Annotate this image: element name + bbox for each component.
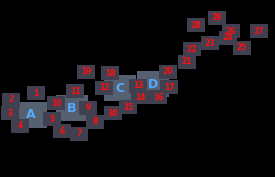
Text: 22: 22 [187, 44, 197, 53]
Text: 30: 30 [108, 109, 118, 118]
Text: 9: 9 [85, 104, 91, 113]
FancyBboxPatch shape [43, 112, 61, 126]
FancyBboxPatch shape [15, 102, 47, 128]
FancyBboxPatch shape [11, 119, 29, 133]
FancyBboxPatch shape [53, 124, 71, 138]
Text: 13: 13 [133, 81, 143, 90]
Text: 28: 28 [191, 21, 201, 30]
Text: 18: 18 [105, 68, 115, 78]
Text: 10: 10 [51, 98, 61, 107]
Text: 11: 11 [70, 87, 80, 96]
FancyBboxPatch shape [129, 79, 147, 93]
FancyBboxPatch shape [95, 81, 113, 95]
FancyBboxPatch shape [47, 96, 65, 110]
Text: D: D [148, 78, 158, 90]
FancyBboxPatch shape [1, 106, 19, 120]
Text: 26: 26 [226, 27, 236, 36]
Text: 12: 12 [99, 84, 109, 93]
Text: B: B [67, 101, 77, 115]
FancyBboxPatch shape [119, 100, 137, 114]
Text: 8: 8 [92, 118, 98, 127]
FancyBboxPatch shape [2, 93, 20, 107]
Text: 5: 5 [50, 115, 54, 124]
Text: 2: 2 [8, 96, 14, 104]
Text: 24: 24 [223, 33, 233, 42]
Text: 21: 21 [182, 58, 192, 67]
FancyBboxPatch shape [104, 106, 122, 120]
FancyBboxPatch shape [183, 42, 201, 56]
FancyBboxPatch shape [201, 36, 219, 50]
Text: 3: 3 [7, 109, 13, 118]
FancyBboxPatch shape [208, 11, 226, 25]
Text: A: A [26, 109, 36, 121]
FancyBboxPatch shape [79, 101, 97, 115]
FancyBboxPatch shape [66, 84, 84, 98]
FancyBboxPatch shape [27, 86, 45, 100]
FancyBboxPatch shape [86, 115, 104, 129]
Text: 27: 27 [254, 27, 264, 36]
FancyBboxPatch shape [131, 90, 149, 104]
FancyBboxPatch shape [233, 41, 251, 55]
Text: 23: 23 [205, 39, 215, 47]
FancyBboxPatch shape [70, 127, 88, 141]
FancyBboxPatch shape [101, 66, 119, 80]
Text: 20: 20 [163, 67, 173, 76]
Text: 1: 1 [33, 88, 38, 98]
FancyBboxPatch shape [149, 90, 167, 104]
Text: 4: 4 [17, 121, 23, 130]
FancyBboxPatch shape [104, 75, 136, 101]
FancyBboxPatch shape [159, 65, 177, 79]
Text: 16: 16 [153, 93, 163, 101]
Text: 17: 17 [164, 82, 174, 92]
Text: 25: 25 [237, 44, 247, 53]
Text: 29: 29 [212, 13, 222, 22]
FancyBboxPatch shape [77, 65, 95, 79]
FancyBboxPatch shape [178, 55, 196, 69]
FancyBboxPatch shape [160, 80, 178, 94]
Text: 14: 14 [135, 93, 145, 101]
FancyBboxPatch shape [219, 31, 237, 45]
FancyBboxPatch shape [187, 18, 205, 32]
FancyBboxPatch shape [137, 71, 169, 97]
Text: 7: 7 [76, 130, 82, 138]
Text: 15: 15 [123, 102, 133, 112]
Text: 6: 6 [59, 127, 65, 136]
FancyBboxPatch shape [250, 24, 268, 38]
Text: 19: 19 [81, 67, 91, 76]
Text: C: C [116, 81, 125, 95]
FancyBboxPatch shape [56, 95, 88, 121]
FancyBboxPatch shape [222, 24, 240, 38]
